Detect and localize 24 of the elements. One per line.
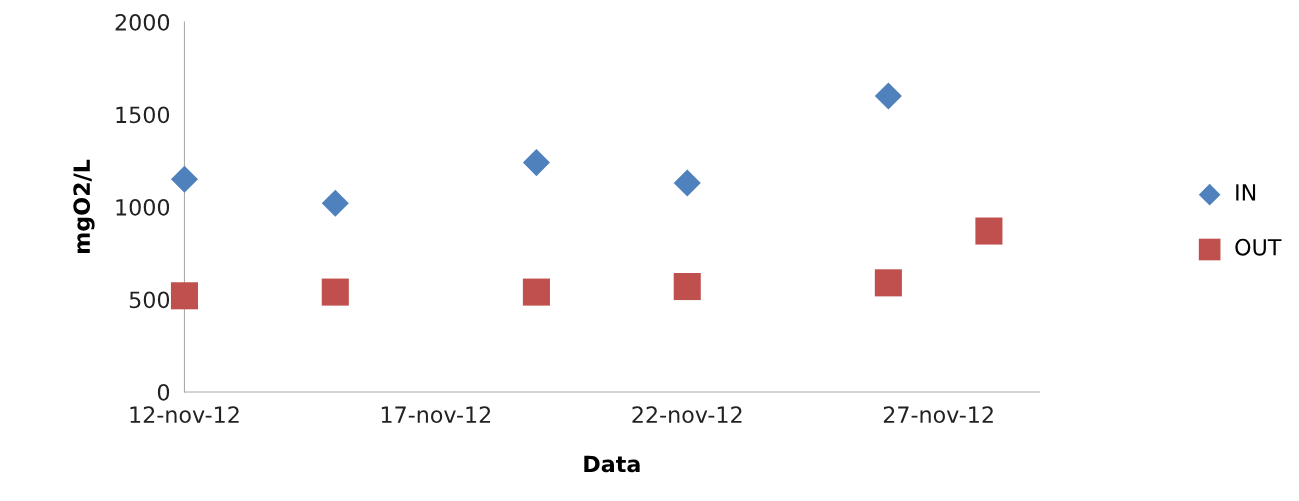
y-tick-label: 2000 bbox=[115, 13, 170, 31]
point bbox=[321, 189, 349, 217]
x-axis-title: Data bbox=[584, 455, 640, 473]
legend-label: IN bbox=[1236, 184, 1256, 201]
point bbox=[673, 169, 701, 197]
point bbox=[170, 282, 198, 310]
x-tick-label: 12-nov-12 bbox=[130, 406, 239, 424]
point bbox=[522, 149, 550, 177]
x-tick-label: 22-nov-12 bbox=[632, 406, 742, 424]
point bbox=[874, 269, 902, 297]
y-axis-title: mgO2/L bbox=[73, 159, 95, 253]
x-tick-label: 17-nov-12 bbox=[381, 406, 491, 424]
point bbox=[170, 165, 198, 193]
y-tick-label: 1500 bbox=[116, 106, 170, 124]
y-tick-label: 0 bbox=[157, 383, 170, 401]
point bbox=[975, 217, 1003, 245]
point bbox=[522, 278, 550, 306]
point bbox=[874, 82, 902, 110]
y-tick-label: 500 bbox=[129, 291, 170, 309]
point bbox=[673, 273, 701, 301]
y-tick-label: 1000 bbox=[116, 198, 170, 216]
x-tick-label: 27-nov-12 bbox=[883, 406, 993, 424]
legend-label: OUT bbox=[1235, 238, 1282, 256]
point bbox=[321, 278, 349, 306]
